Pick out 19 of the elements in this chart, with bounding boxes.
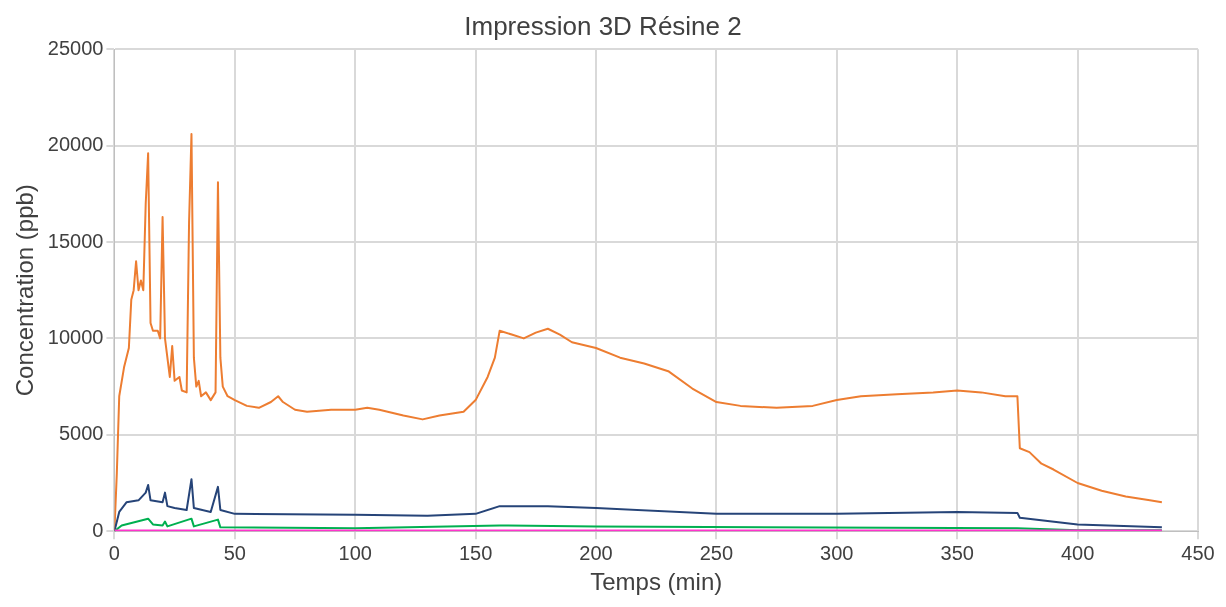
x-tick-label: 0	[108, 541, 120, 564]
x-tick-label: 300	[820, 541, 854, 564]
y-tick-label: 20000	[47, 133, 104, 156]
x-tick-label: 400	[1060, 541, 1095, 564]
y-axis-title: Concentration (ppb)	[11, 184, 39, 397]
y-tick-label: 5000	[58, 422, 104, 445]
x-axis-title: Temps (min)	[590, 568, 723, 596]
y-tick-label: 15000	[47, 229, 104, 252]
y-tick-label: 10000	[47, 325, 104, 348]
x-tick-label: 50	[223, 541, 246, 564]
x-tick-label: 250	[699, 541, 734, 564]
x-tick-label: 450	[1181, 541, 1215, 564]
chart-title: Impression 3D Résine 2	[464, 10, 742, 41]
x-tick-label: 100	[338, 541, 372, 564]
x-tick-label: 200	[579, 541, 613, 564]
x-tick-label: 350	[940, 541, 974, 564]
y-tick-label: 0	[92, 518, 104, 541]
y-tick-label: 25000	[47, 36, 104, 59]
x-tick-label: 150	[458, 541, 493, 564]
